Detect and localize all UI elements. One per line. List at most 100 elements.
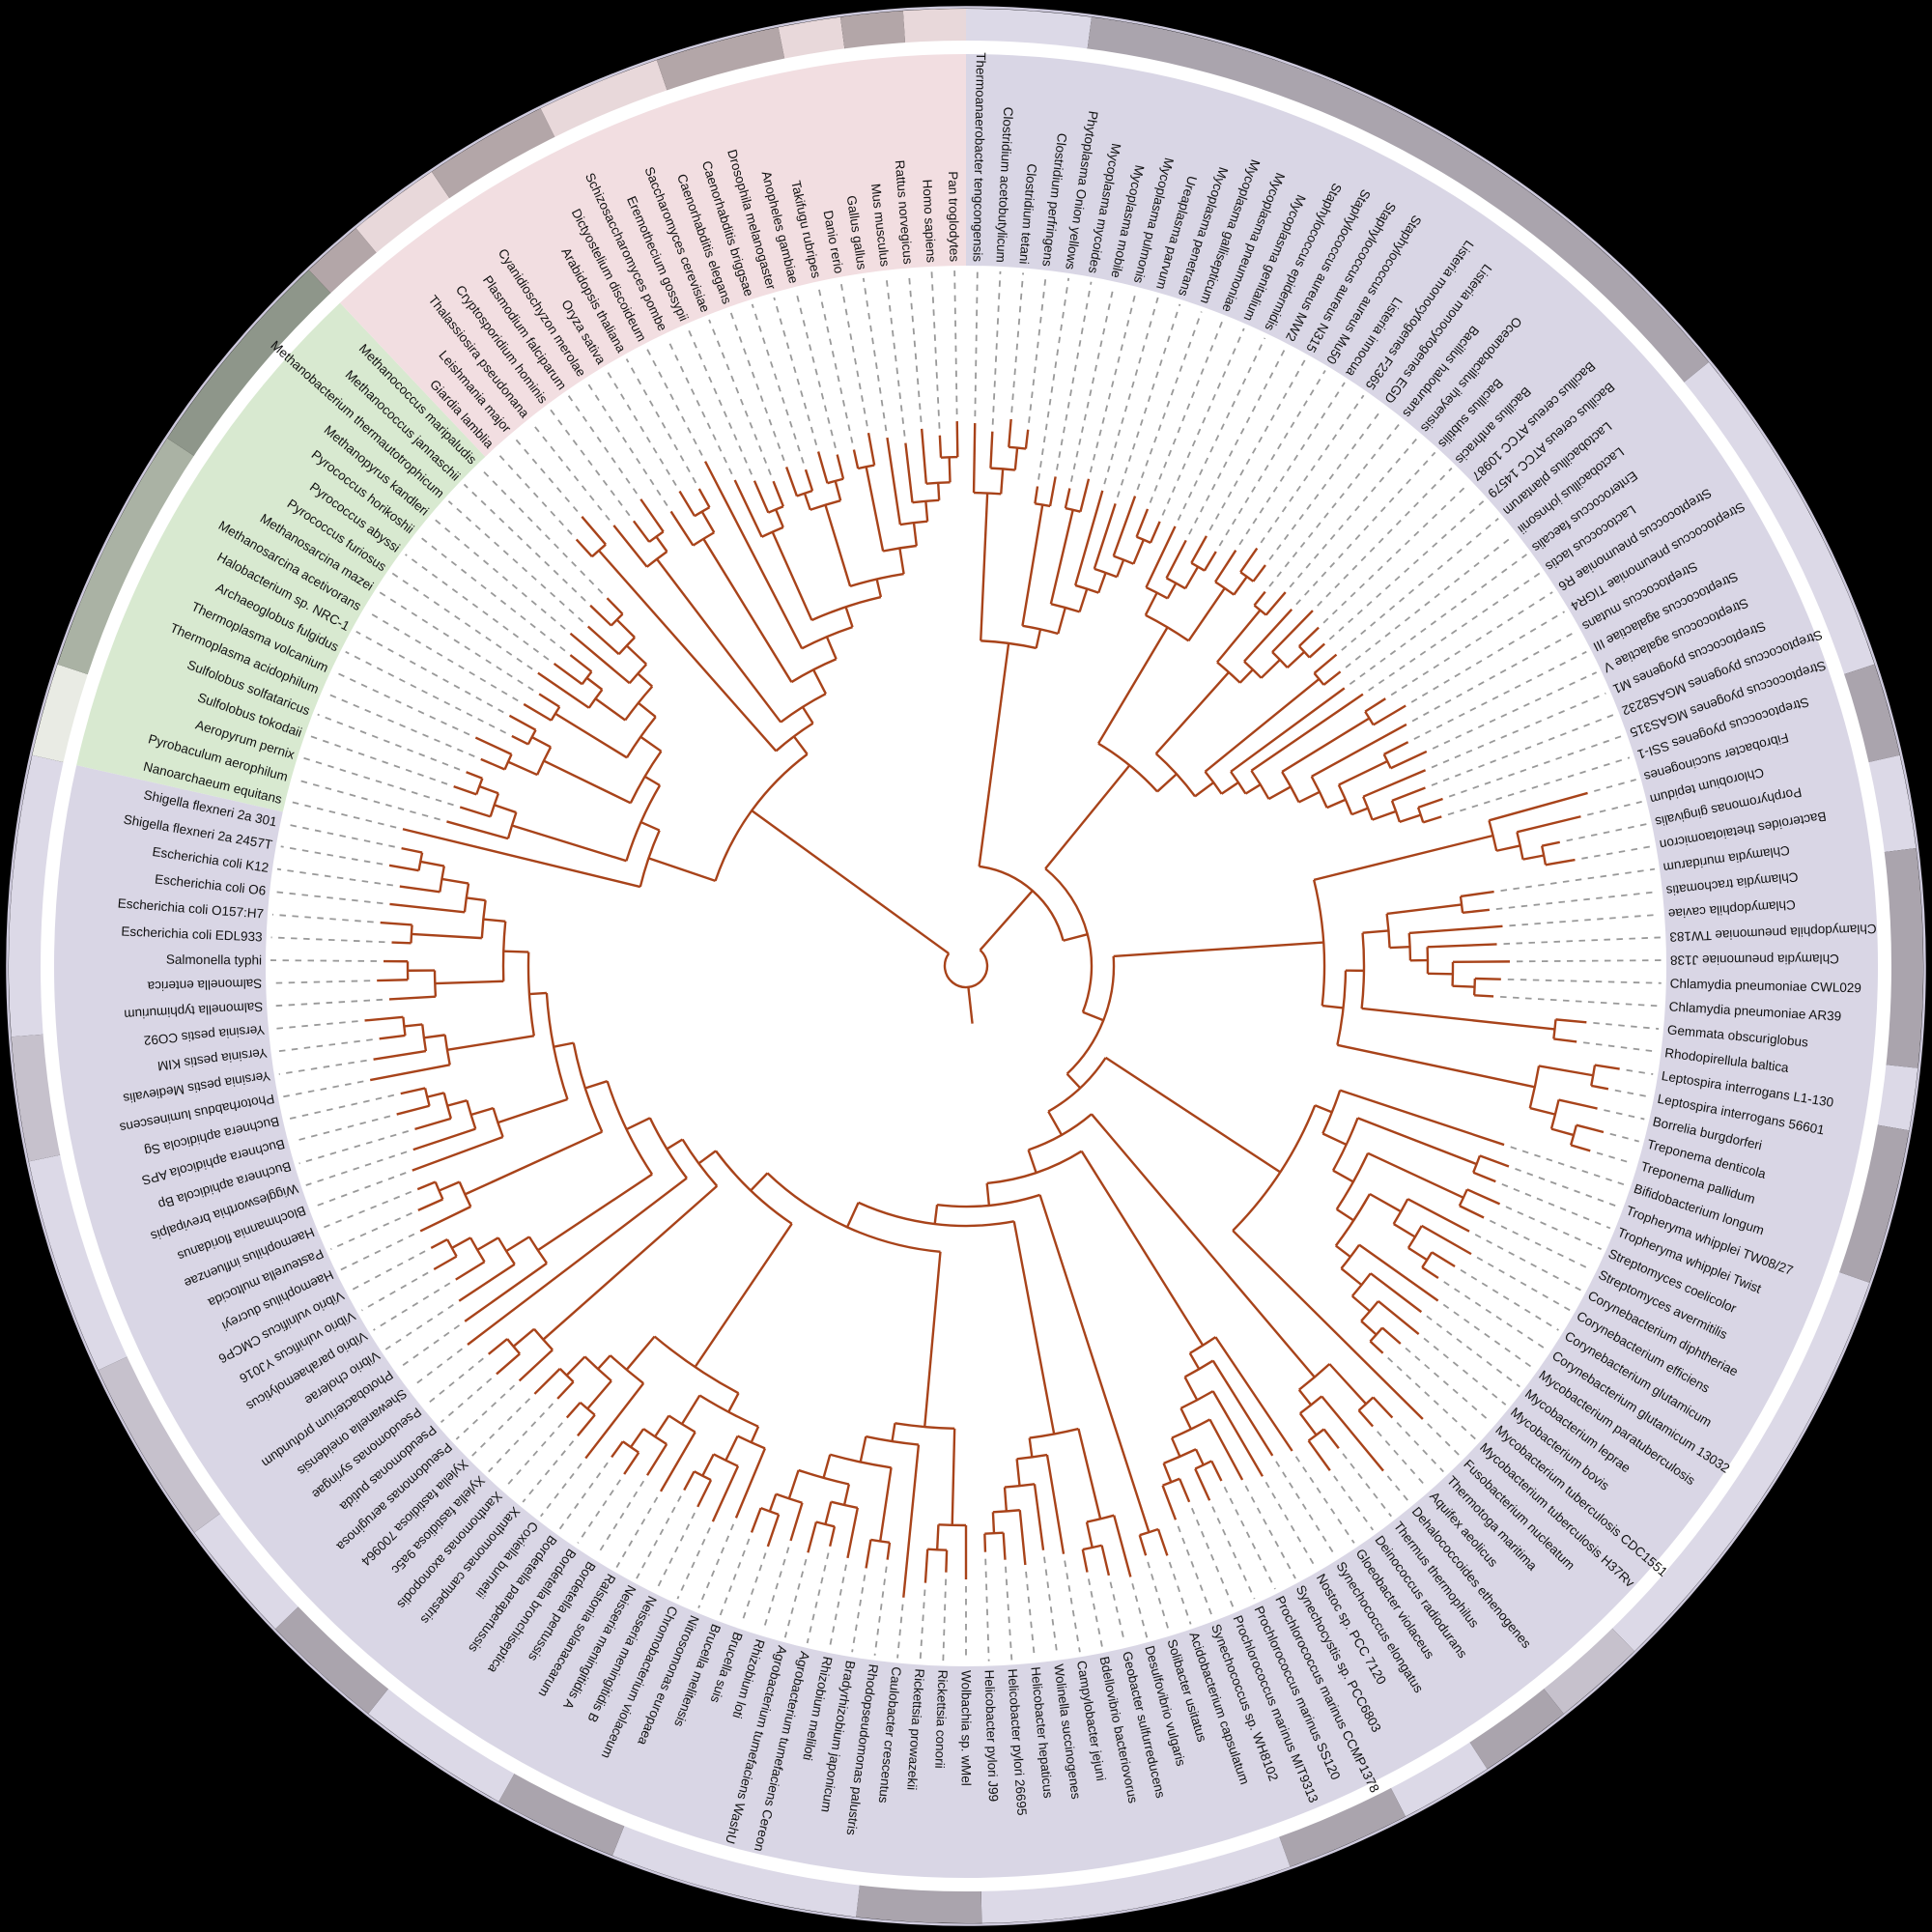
leaf-branch (533, 1368, 561, 1395)
leaf-guide-dash (1244, 1485, 1296, 1579)
leaf-guide-dash (321, 1190, 412, 1230)
leaf-guide-dash (1064, 1560, 1081, 1653)
leaf-branch (1362, 769, 1427, 798)
internal-branch (404, 1023, 423, 1028)
leaf-branch (1391, 786, 1426, 803)
internal-branch (1361, 1007, 1555, 1031)
leaf-branch (1308, 642, 1325, 659)
leaf-branch (1252, 564, 1266, 582)
leaf-branch (369, 1064, 450, 1082)
leaf-guide-dash (384, 1303, 454, 1350)
clade-arc (1321, 1090, 1342, 1135)
leaf-branch (430, 1238, 448, 1250)
internal-branch (1297, 790, 1321, 804)
leaf-guide-dash (549, 408, 631, 517)
internal-branch (1360, 1320, 1378, 1336)
leaf-guide-dash (1410, 611, 1566, 703)
leaf-branch (1390, 750, 1428, 770)
leaf-guide-dash (1368, 572, 1541, 692)
clade-arc (572, 1042, 604, 1133)
leaf-branch (1555, 1018, 1587, 1024)
leaf-guide-dash (479, 468, 604, 594)
species-label: Wolbachia sp. wMel (959, 1670, 974, 1786)
internal-branch (1170, 1437, 1181, 1458)
leaf-branch (697, 488, 711, 508)
internal-branch (750, 1172, 769, 1192)
leaf-branch (1383, 741, 1409, 755)
internal-branch (464, 1130, 603, 1196)
leaf-branch (474, 736, 513, 755)
leaf-branch (1211, 1390, 1264, 1477)
internal-branch (1321, 1004, 1344, 1009)
leaf-branch (589, 604, 612, 627)
leaf-branch (508, 714, 537, 731)
leaf-guide-dash (1396, 1422, 1444, 1473)
leaf-guide-dash (1345, 535, 1514, 668)
leaf-guide-dash (455, 1384, 516, 1440)
leaf-guide-dash (806, 1552, 830, 1644)
internal-branch (811, 668, 827, 695)
leaf-branch (1459, 1205, 1485, 1219)
clade-arc (714, 753, 809, 882)
leaf-guide-dash (1432, 671, 1598, 750)
internal-branch (1015, 1459, 1021, 1487)
leaf-branch (364, 1015, 404, 1022)
leaf-guide-dash (1423, 1337, 1507, 1406)
internal-branch (1350, 807, 1369, 816)
root-stub (967, 986, 974, 1024)
leaf-guide-dash (301, 756, 454, 807)
leaf-branch (1594, 1064, 1620, 1070)
internal-branch (1529, 1106, 1556, 1116)
clade-arc (974, 491, 1002, 496)
leaf-branch (400, 1087, 426, 1095)
internal-branch (565, 1355, 586, 1377)
internal-branch (637, 672, 654, 688)
internal-branch (420, 860, 445, 867)
leaf-branch (446, 820, 509, 840)
species-label: Thermoanaerobacter tengcongensis (970, 52, 988, 262)
leaf-branch (537, 671, 590, 709)
leaf-guide-dash (463, 483, 586, 602)
leaf-branch (1364, 697, 1386, 713)
leaf-guide-dash (317, 713, 461, 771)
leaf-branch (1208, 1418, 1244, 1481)
internal-branch (768, 1493, 778, 1512)
leaf-guide-dash (1427, 1423, 1461, 1457)
leaf-branch (1149, 521, 1161, 544)
clade-arc (1298, 645, 1311, 659)
leaf-guide-dash (615, 1496, 659, 1569)
leaf-branch (467, 1177, 688, 1346)
leaf-guide-dash (697, 1523, 735, 1608)
leaf-branch (733, 479, 763, 538)
species-label: Chlamydia pneumoniae CWL029 (1670, 976, 1861, 995)
leaf-branch (1408, 924, 1503, 935)
leaf-branch (553, 662, 583, 686)
internal-branch (1013, 447, 1019, 470)
internal-branch (803, 493, 811, 511)
internal-branch (423, 1034, 445, 1039)
internal-branch (924, 500, 929, 522)
internal-branch (446, 1099, 468, 1107)
internal-branch (1179, 1407, 1193, 1430)
leaf-branch (829, 1525, 837, 1547)
internal-branch (1204, 677, 1321, 773)
leaf-branch (766, 1514, 781, 1548)
species-label: Escherichia coli EDL933 (121, 924, 263, 945)
internal-branch (724, 1435, 739, 1462)
leaf-branch (1406, 1198, 1470, 1233)
leaf-guide-dash (1010, 272, 1025, 413)
internal-branch (879, 1467, 893, 1542)
leaf-branch (1553, 1037, 1577, 1043)
internal-branch (643, 775, 661, 787)
internal-branch (494, 804, 517, 814)
internal-branch (979, 890, 1034, 952)
internal-branch (980, 493, 989, 641)
clade-arc (927, 1548, 948, 1551)
internal-branch (1057, 607, 1066, 635)
leaf-guide-dash (270, 959, 378, 962)
leaf-branch (632, 520, 651, 543)
leaf-branch (1112, 496, 1137, 557)
leaf-branch (1427, 943, 1497, 949)
leaf-branch (1081, 1548, 1089, 1573)
leaf-branch (1194, 1467, 1211, 1501)
